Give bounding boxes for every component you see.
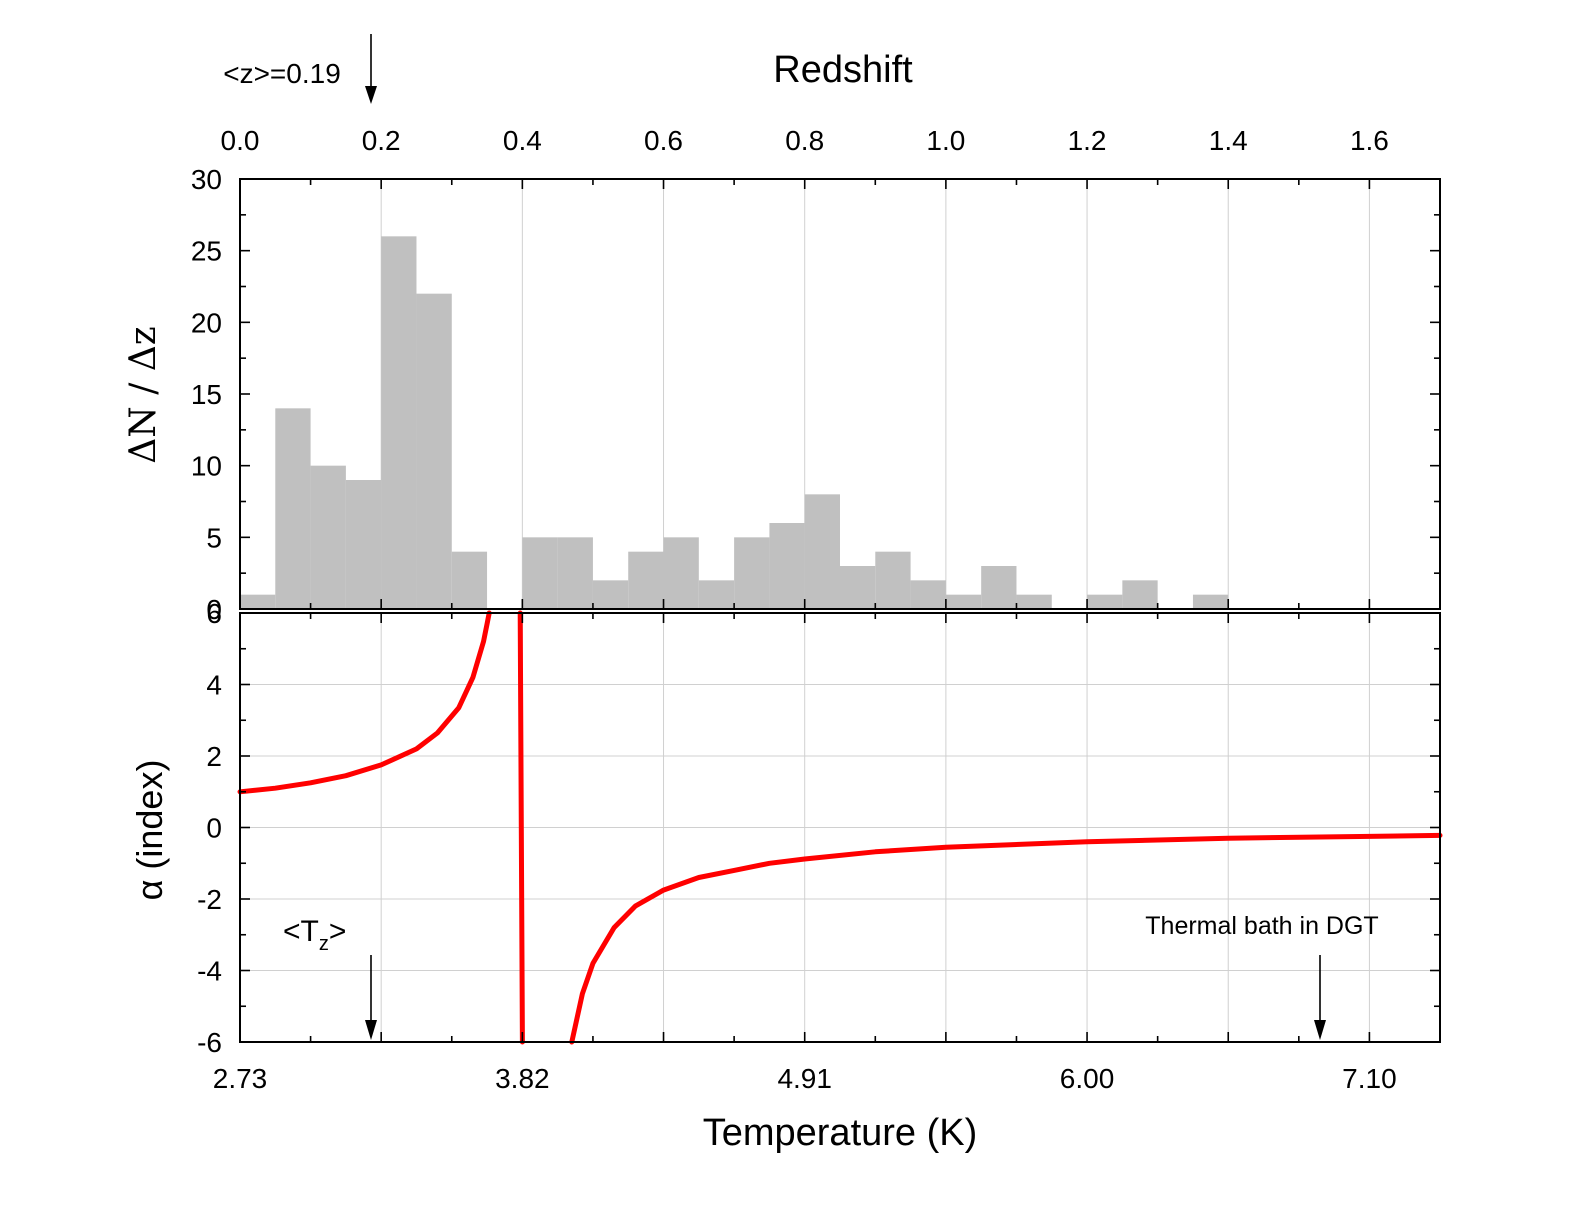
alpha-tick-label: 2 (206, 741, 222, 772)
histogram-bar (875, 551, 911, 609)
thermal-bath-label: Thermal bath in DGT (1145, 912, 1378, 940)
histogram-bar (663, 537, 699, 609)
histogram-bar (345, 480, 382, 609)
alpha-tick-label: 4 (206, 670, 222, 701)
redshift-tick-label: 0.4 (503, 125, 542, 156)
count-tick-label: 10 (191, 451, 222, 482)
histogram-bar (1122, 580, 1158, 609)
count-tick-label: 20 (191, 307, 222, 338)
alpha-tick-labels: -6 -4 -2 0 2 4 6 (197, 598, 222, 1058)
histogram-bar (1087, 594, 1123, 609)
histogram-bar (734, 537, 770, 609)
temperature-tick-label: 6.00 (1060, 1063, 1115, 1094)
histogram-bar (451, 551, 488, 609)
count-tick-label: 15 (191, 379, 222, 410)
histogram-bar (769, 523, 805, 609)
alpha-tick-label: -6 (197, 1027, 222, 1058)
alpha-axis-title: α (index) (129, 760, 170, 901)
alpha-curve-segment (517, 610, 525, 1045)
redshift-tick-label: 0.0 (221, 125, 260, 156)
temperature-axis-title: Temperature (K) (703, 1112, 978, 1154)
alpha-tick-label: -2 (197, 884, 222, 915)
temperature-tick-label: 4.91 (777, 1063, 832, 1094)
redshift-tick-label: 0.6 (644, 125, 683, 156)
alpha-curve (237, 610, 1443, 1045)
temperature-tick-labels: 2.73 3.82 4.91 6.00 7.10 (213, 1063, 1397, 1094)
alpha-tick-label: 0 (206, 813, 222, 844)
histogram-bar (381, 236, 417, 610)
temperature-tick-label: 7.10 (1342, 1063, 1397, 1094)
histogram-bar (522, 537, 558, 609)
count-tick-label: 5 (206, 522, 222, 553)
mean-redshift-arrow (365, 34, 377, 104)
redshift-tick-label: 1.2 (1068, 125, 1107, 156)
count-axis-title: ΔN / Δz (123, 326, 164, 463)
histogram-bars (240, 236, 1229, 610)
histogram-bar (910, 580, 946, 609)
alpha-curve-segment (237, 610, 492, 795)
histogram-bar (592, 580, 629, 609)
mean-temperature-arrow (365, 955, 377, 1040)
redshift-tick-label: 1.0 (926, 125, 965, 156)
count-tick-label: 30 (191, 164, 222, 195)
count-tick-labels: 0 5 10 15 20 25 30 (191, 164, 222, 625)
redshift-tick-label: 0.2 (362, 125, 401, 156)
histogram-bar (1192, 594, 1229, 609)
bottom-panel-grid (240, 613, 1440, 1042)
redshift-axis-title: Redshift (773, 49, 913, 91)
redshift-tick-label: 0.8 (785, 125, 824, 156)
redshift-tick-labels: 0.0 0.2 0.4 0.6 0.8 1.0 1.2 1.4 1.6 (221, 125, 1389, 156)
histogram-bar (1016, 594, 1052, 609)
histogram-bar (310, 465, 346, 609)
histogram-bar (981, 566, 1017, 609)
axis-ticks (239, 178, 1441, 1043)
count-tick-label: 25 (191, 236, 222, 267)
count-tick-label: 0 (206, 594, 222, 625)
redshift-tick-label: 1.6 (1350, 125, 1389, 156)
histogram-bar (945, 594, 982, 609)
histogram-bar (698, 580, 735, 609)
histogram-bar (240, 594, 276, 609)
histogram-bar (275, 408, 311, 609)
temperature-tick-label: 2.73 (213, 1063, 268, 1094)
thermal-bath-arrow (1314, 955, 1326, 1040)
histogram-bar (628, 551, 664, 609)
mean-temperature-label: <Tz> (283, 915, 346, 955)
alpha-tick-label: -4 (197, 956, 222, 987)
top-panel-grid (380, 179, 1370, 609)
histogram-bar (557, 537, 593, 609)
mean-redshift-label: <z>=0.19 (223, 58, 341, 89)
temperature-tick-label: 3.82 (495, 1063, 550, 1094)
alpha-tick-label: 6 (206, 598, 222, 629)
histogram-bar (804, 494, 840, 609)
histogram-bar (416, 293, 452, 609)
alpha-curve-segment (569, 832, 1443, 1045)
redshift-tick-label: 1.4 (1209, 125, 1248, 156)
histogram-bar (840, 566, 876, 609)
